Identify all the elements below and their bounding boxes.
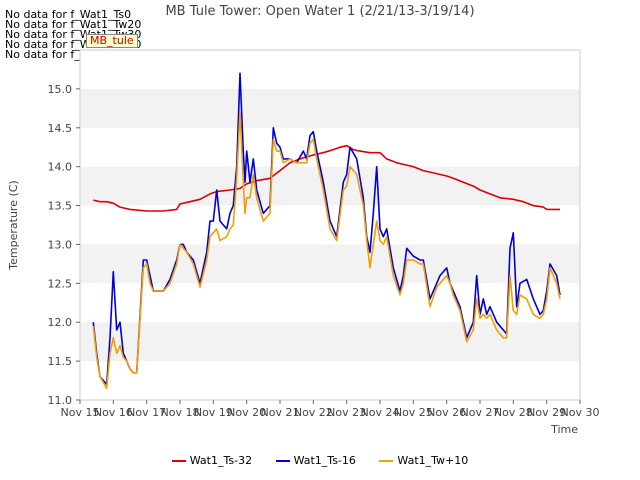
- y-axis-ticks: 11.0 11.5 12.0 12.5 13.0 13.5 14.0 14.5 15.0: [48, 83, 80, 407]
- background-band: [80, 283, 580, 323]
- legend: Wat1_Ts-32 Wat1_Ts-16 Wat1_Tw+10: [0, 454, 640, 467]
- x-tick-label: Nov 16: [94, 406, 133, 419]
- background-band: [80, 166, 580, 206]
- series-line-wat1-tw-10: [92, 111, 561, 390]
- background-band: [80, 50, 580, 89]
- no-data-message: No data for f_Wat1_Tw50: [5, 48, 142, 61]
- x-tick-label: Nov 26: [427, 406, 466, 419]
- x-tick-label: Nov 18: [161, 406, 200, 419]
- y-tick-label: 13.5: [48, 200, 73, 213]
- x-tick-label: Nov 30: [561, 406, 600, 419]
- legend-label: Wat1_Ts-16: [293, 454, 356, 467]
- x-tick-label: Nov 15: [61, 406, 100, 419]
- x-tick-label: Nov 25: [394, 406, 433, 419]
- y-tick-label: 13.0: [48, 238, 73, 251]
- x-tick-label: Nov 21: [261, 406, 300, 419]
- no-data-message: No data for f_Wat1_Tw30: [5, 28, 142, 41]
- x-tick-label: Nov 27: [461, 406, 500, 419]
- legend-swatch: [275, 460, 290, 462]
- series-lines: [92, 72, 561, 390]
- y-tick-label: 14.0: [48, 161, 73, 174]
- x-tick-label: Nov 17: [127, 406, 166, 419]
- x-axis-label: Time: [550, 423, 578, 436]
- y-tick-label: 11.0: [48, 394, 73, 407]
- background-band: [80, 322, 580, 362]
- background-band: [80, 244, 580, 284]
- chart-title: MB Tule Tower: Open Water 1 (2/21/13-3/1…: [165, 4, 474, 19]
- y-tick-label: 12.0: [48, 316, 73, 329]
- legend-item-ts16: Wat1_Ts-16: [275, 454, 356, 467]
- background-band: [80, 361, 580, 400]
- legend-label: Wat1_Tw+10: [397, 454, 469, 467]
- x-tick-label: Nov 22: [294, 406, 333, 419]
- legend-item-tw10: Wat1_Tw+10: [379, 454, 468, 467]
- x-tick-label: Nov 19: [194, 406, 233, 419]
- x-tick-label: Nov 20: [227, 406, 266, 419]
- no-data-message: No data for f_Wat1_Ts0: [5, 8, 132, 21]
- series-line-wat1-ts-32: [93, 144, 560, 212]
- legend-swatch: [379, 460, 394, 462]
- y-tick-label: 14.5: [48, 122, 73, 135]
- station-badge: MB_tule: [86, 34, 138, 48]
- x-tick-label: Nov 29: [527, 406, 566, 419]
- no-data-message: No data for f_Wat1_Tw40: [5, 38, 142, 51]
- y-tick-label: 11.5: [48, 355, 73, 368]
- plot-frame: [79, 49, 581, 401]
- y-tick-label: 12.5: [48, 277, 73, 290]
- x-tick-label: Nov 23: [327, 406, 366, 419]
- y-axis-label: Temperature (C): [7, 180, 20, 270]
- background-band: [80, 88, 580, 128]
- no-data-message: No data for f_Wat1_Tw20: [5, 18, 142, 31]
- background-band: [80, 127, 580, 167]
- x-tick-label: Nov 24: [361, 406, 400, 419]
- x-tick-label: Nov 28: [494, 406, 533, 419]
- legend-label: Wat1_Ts-32: [189, 454, 253, 467]
- y-tick-label: 15.0: [48, 83, 73, 96]
- legend-swatch: [171, 460, 186, 462]
- legend-item-ts32: Wat1_Ts-32: [171, 454, 253, 467]
